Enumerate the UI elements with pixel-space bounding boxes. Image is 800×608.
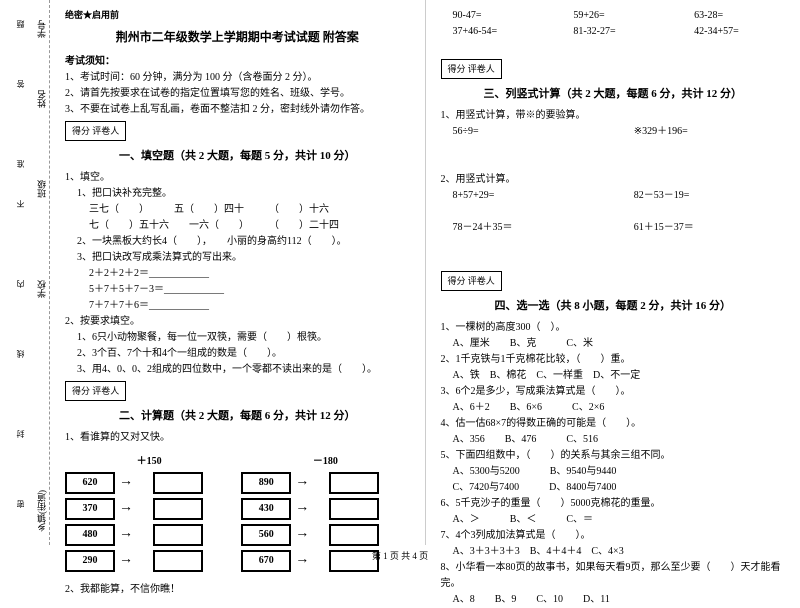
question: 4、估一估68×7的得数正确的可能是（ ）。 xyxy=(441,416,786,432)
question: 2、1千克铁与1千克棉花比较，（ ）重。 xyxy=(441,352,786,368)
equation: ※329＋196= xyxy=(634,124,785,140)
notice-title: 考试须知： xyxy=(65,54,410,70)
equation: 56÷9= xyxy=(453,124,604,140)
options: A、6＋2 B、6×6 C、2×6 xyxy=(441,400,786,416)
arrow-icon xyxy=(295,523,325,545)
arrow-icon xyxy=(295,471,325,493)
calc-value: 620 xyxy=(65,472,115,494)
options: A、厘米 B、克 C、米 xyxy=(441,336,786,352)
options: A、356 B、476 C、516 xyxy=(441,432,786,448)
question-item: 2＋2＋2＋2＝____________ xyxy=(65,266,410,282)
equation: 59+26= xyxy=(573,8,664,24)
binding-mark: 准 xyxy=(15,160,26,168)
calc-value: 560 xyxy=(241,524,291,546)
binding-label: 班级 xyxy=(35,180,48,198)
score-box: 得分 评卷人 xyxy=(441,59,502,79)
equation: 90-47= xyxy=(453,8,544,24)
equation: 42-34+57= xyxy=(694,24,785,40)
equation: 37+46-54= xyxy=(453,24,544,40)
equation: 61＋15－37＝ xyxy=(634,220,785,236)
arrow-icon xyxy=(119,523,149,545)
arrow-icon xyxy=(295,497,325,519)
question: 6、5千克沙子的重量（ ）5000克棉花的重量。 xyxy=(441,496,786,512)
binding-label: 学校 xyxy=(35,280,48,298)
calc-value: 480 xyxy=(65,524,115,546)
equation: 63-28= xyxy=(694,8,785,24)
binding-margin: 学号 姓名 班级 学校 乡镇(街道) 题 答 准 不 内 线 封 密 xyxy=(0,0,50,545)
score-box: 得分 评卷人 xyxy=(65,381,126,401)
equation: 8+57+29= xyxy=(453,188,604,204)
equation: 78－24＋35＝ xyxy=(453,220,604,236)
calc-operator: ＋150 xyxy=(65,454,233,470)
question-item: 七（ ）五十六 一六（ ） （ ）二十四 xyxy=(65,218,410,234)
arrow-icon xyxy=(119,471,149,493)
options: A、＞ B、＜ C、＝ xyxy=(441,512,786,528)
binding-mark: 答 xyxy=(15,80,26,88)
options: A、铁 B、棉花 C、一样重 D、不一定 xyxy=(441,368,786,384)
sub-question: 3、把口诀改写成乘法算式的写出来。 xyxy=(65,250,410,266)
question-item: 三七（ ） 五（ ）四十 （ ）十六 xyxy=(65,202,410,218)
question: 1、一棵树的高度300（ ）。 xyxy=(441,320,786,336)
calc-value: 370 xyxy=(65,498,115,520)
equation: 82－53－19= xyxy=(634,188,785,204)
question: 1、看谁算的又对又快。 xyxy=(65,430,410,446)
score-box: 得分 评卷人 xyxy=(441,271,502,291)
question: 2、用竖式计算。 xyxy=(441,172,786,188)
question-item: 2、3个百、7个十和4个一组成的数是（ ）。 xyxy=(65,346,410,362)
question: 1、用竖式计算，带※的要验算。 xyxy=(441,108,786,124)
binding-mark: 线 xyxy=(15,350,26,358)
binding-mark: 封 xyxy=(15,430,26,438)
calc-value: 890 xyxy=(241,472,291,494)
right-column: 90-47= 59+26= 63-28= 37+46-54= 81-32-27=… xyxy=(426,0,800,545)
score-box: 得分 评卷人 xyxy=(65,121,126,141)
calc-blank xyxy=(153,472,203,494)
binding-label: 姓名 xyxy=(35,90,48,108)
question: 1、填空。 xyxy=(65,170,410,186)
question: 5、下面四组数中，（ ）的关系与其余三组不同。 xyxy=(441,448,786,464)
binding-mark: 题 xyxy=(15,20,26,28)
notice-item: 3、不要在试卷上乱写乱画，卷面不整洁扣 2 分，密封线外请勿作答。 xyxy=(65,102,410,118)
page-footer: 第 1 页 共 4 页 xyxy=(0,549,800,562)
calc-blank xyxy=(329,498,379,520)
binding-label: 学号 xyxy=(35,20,48,38)
question: 2、我都能算，不信你瞧！ xyxy=(65,582,410,598)
question: 3、6个2是多少，写成乘法算式是（ ）。 xyxy=(441,384,786,400)
exam-title: 荆州市二年级数学上学期期中考试试题 附答案 xyxy=(65,28,410,47)
question: 7、4个3列成加法算式是（ ）。 xyxy=(441,528,786,544)
binding-label: 乡镇(街道) xyxy=(35,490,48,532)
binding-mark: 内 xyxy=(15,280,26,288)
section-title: 二、计算题（共 2 大题，每题 6 分，共计 12 分） xyxy=(65,408,410,426)
sub-question: 1、把口诀补充完整。 xyxy=(65,186,410,202)
section-title: 三、列竖式计算（共 2 大题，每题 6 分，共计 12 分） xyxy=(441,86,786,104)
notice-item: 1、考试时间：60 分钟，满分为 100 分（含卷面分 2 分）。 xyxy=(65,70,410,86)
calc-blank xyxy=(329,472,379,494)
calc-blank xyxy=(329,524,379,546)
section-title: 四、选一选（共 8 小题，每题 2 分，共计 16 分） xyxy=(441,298,786,316)
left-column: 绝密★启用前 荆州市二年级数学上学期期中考试试题 附答案 考试须知： 1、考试时… xyxy=(50,0,426,545)
calc-blank xyxy=(153,524,203,546)
calc-value: 430 xyxy=(241,498,291,520)
calc-blank xyxy=(153,498,203,520)
question-item: 1、6只小动物聚餐，每一位一双筷，需要（ ）根筷。 xyxy=(65,330,410,346)
equation: 81-32-27= xyxy=(573,24,664,40)
notice-item: 2、请首先按要求在试卷的指定位置填写您的姓名、班级、学号。 xyxy=(65,86,410,102)
calc-operator: －180 xyxy=(241,454,409,470)
secret-label: 绝密★启用前 xyxy=(65,8,410,22)
options: A、5300与5200 B、9540与9440 C、7420与7400 D、84… xyxy=(441,464,786,496)
question-item: 5＋7＋5＋7－3＝____________ xyxy=(65,282,410,298)
binding-mark: 密 xyxy=(15,500,26,508)
options: A、8 B、9 C、10 D、11 xyxy=(441,592,786,608)
arrow-icon xyxy=(119,497,149,519)
binding-mark: 不 xyxy=(15,200,26,208)
question-item: 3、用4、0、0、2组成的四位数中，一个零都不读出来的是（ ）。 xyxy=(65,362,410,378)
question: 2、按要求填空。 xyxy=(65,314,410,330)
section-title: 一、填空题（共 2 大题，每题 5 分，共计 10 分） xyxy=(65,148,410,166)
question-item: 7＋7＋7＋6＝____________ xyxy=(65,298,410,314)
sub-question: 2、一块黑板大约长4（ ）， 小丽的身高约112（ ）。 xyxy=(65,234,410,250)
